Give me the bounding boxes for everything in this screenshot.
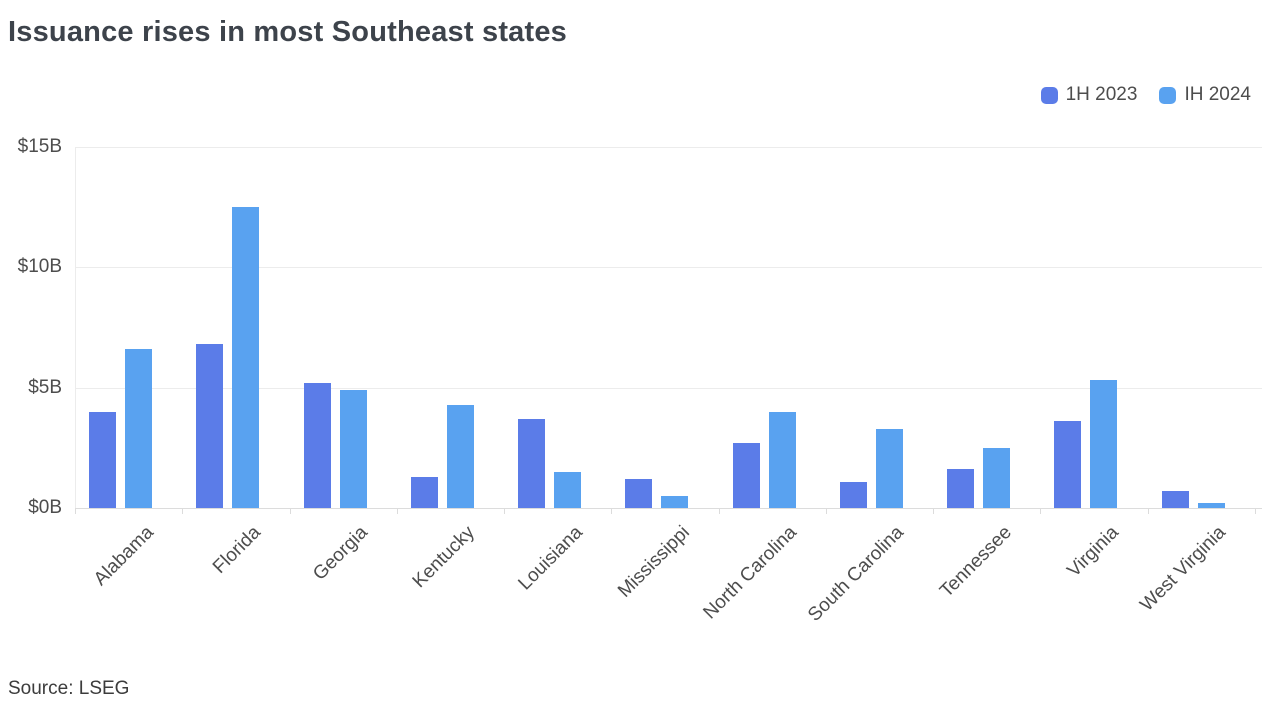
legend-item-1[interactable]: 1H 2023 [1040,84,1138,106]
chart-title: Issuance rises in most Southeast states [8,16,568,48]
bar-mississippi-series-2 [661,496,689,508]
bar-louisiana-series-1 [518,419,546,508]
bar-virginia-series-1 [1054,421,1082,508]
bar-tennessee-series-2 [983,448,1011,508]
y-tick-label: $15B [17,136,62,157]
x-axis-tick [396,508,398,514]
bar-georgia-series-2 [339,390,367,508]
plot-area [75,147,1262,514]
bar-kentucky-series-2 [446,405,474,508]
bar-west-virginia-series-1 [1161,491,1189,508]
x-axis-tick [1254,508,1256,514]
legend-swatch-icon [1040,86,1058,104]
x-axis-tick [75,508,76,514]
x-axis-tick [611,508,613,514]
bar-north-carolina-series-1 [732,443,760,508]
legend-item-2[interactable]: IH 2024 [1159,84,1251,106]
legend-swatch-icon [1159,86,1177,104]
bar-georgia-series-1 [303,383,331,508]
y-tick-label: $0B [28,497,62,518]
bar-alabama-series-2 [125,349,152,508]
legend-label: IH 2024 [1184,84,1251,105]
gridline [75,147,1262,148]
bar-alabama-series-1 [89,412,116,508]
x-axis-baseline [75,508,1262,509]
bar-florida-series-1 [196,344,224,508]
y-tick-label: $5B [28,376,62,398]
bar-mississippi-series-1 [625,479,653,508]
bar-florida-series-2 [232,207,260,508]
bar-kentucky-series-1 [410,477,438,508]
bar-north-carolina-series-2 [768,412,796,508]
x-axis-tick [182,508,184,514]
gridline [75,387,1262,389]
bar-tennessee-series-1 [947,469,975,508]
x-axis-tick [718,508,720,514]
x-axis-tick [825,508,827,514]
legend: 1H 2023 IH 2024 [1040,84,1251,106]
x-axis-tick [1147,508,1149,514]
bar-virginia-series-2 [1090,380,1118,508]
x-axis-tick [289,508,291,514]
x-axis-tick [504,508,506,514]
legend-label: 1H 2023 [1065,84,1138,105]
y-axis-line [75,147,76,508]
gridline [75,267,1262,269]
bar-louisiana-series-2 [554,472,582,508]
bar-west-virginia-series-2 [1197,503,1225,508]
bar-south-carolina-series-1 [839,482,867,508]
y-tick-label: $10B [17,256,62,278]
x-axis-tick [933,508,935,514]
bar-south-carolina-series-2 [875,429,903,508]
x-axis-tick [1040,508,1042,514]
source-note: Source: LSEG [8,678,130,699]
